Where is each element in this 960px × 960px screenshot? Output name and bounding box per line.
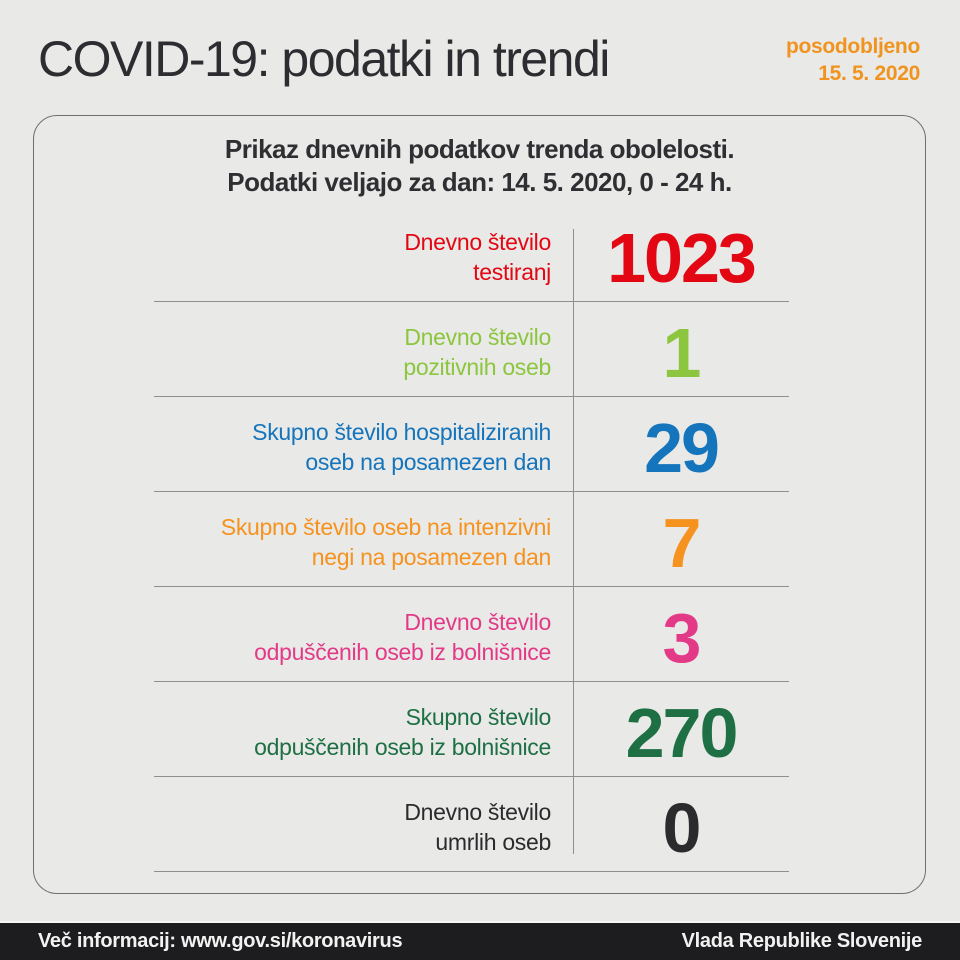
page-title: COVID-19: podatki in trendi [38, 31, 610, 87]
row-label: Skupno število hospitaliziranih oseb na … [154, 397, 573, 491]
row-label-line1: Skupno število [405, 704, 552, 730]
row-value: 1 [662, 314, 702, 392]
table-row: Skupno število hospitaliziranih oseb na … [154, 397, 789, 492]
row-label-line2: umrlih oseb [435, 829, 551, 855]
row-label-line1: Skupno število hospitaliziranih [252, 419, 551, 445]
row-label-line1: Dnevno število [404, 799, 551, 825]
stats-table: Dnevno število testiranj 1023 Dnevno šte… [154, 207, 789, 872]
footer-attribution: Vlada Republike Slovenije [681, 930, 923, 952]
footer-info-link: Več informacij: www.gov.si/koronavirus [38, 930, 403, 952]
row-label: Skupno število odpuščenih oseb iz bolniš… [154, 682, 573, 776]
card-header-line2: Podatki veljajo za dan: 14. 5. 2020, 0 -… [227, 167, 732, 197]
row-label-line1: Dnevno število [404, 324, 551, 350]
row-value: 7 [662, 504, 702, 582]
row-value: 3 [662, 599, 702, 677]
row-label-line2: negi na posamezen dan [311, 544, 552, 570]
updated-date: 15. 5. 2020 [818, 62, 920, 85]
footer-bar: Več informacij: www.gov.si/koronavirus V… [0, 921, 960, 960]
vertical-divider [573, 229, 574, 854]
table-row: Dnevno število testiranj 1023 [154, 207, 789, 302]
table-row: Dnevno število odpuščenih oseb iz bolniš… [154, 587, 789, 682]
row-label: Dnevno število umrlih oseb [154, 777, 573, 871]
updated-stamp: posodobljeno 15. 5. 2020 [786, 33, 920, 87]
table-row: Dnevno število pozitivnih oseb 1 [154, 302, 789, 397]
row-label-line2: odpuščenih oseb iz bolnišnice [254, 639, 551, 665]
row-label: Dnevno število testiranj [154, 207, 573, 301]
row-value: 1023 [607, 219, 757, 297]
row-label-line2: pozitivnih oseb [403, 354, 551, 380]
card-header-line1: Prikaz dnevnih podatkov trenda obolelost… [224, 134, 735, 164]
updated-label: posodobljeno [785, 35, 920, 58]
card-header: Prikaz dnevnih podatkov trenda obolelost… [34, 133, 925, 199]
table-row: Skupno število odpuščenih oseb iz bolniš… [154, 682, 789, 777]
row-value: 270 [625, 694, 739, 772]
row-label-line1: Skupno število oseb na intenzivni [220, 514, 552, 540]
data-card: Prikaz dnevnih podatkov trenda obolelost… [33, 115, 926, 894]
row-value: 0 [662, 789, 702, 867]
table-row: Skupno število oseb na intenzivni negi n… [154, 492, 789, 587]
row-label: Dnevno število pozitivnih oseb [154, 302, 573, 396]
row-value: 29 [644, 409, 720, 487]
row-label-line1: Dnevno število [404, 609, 551, 635]
row-label-line2: odpuščenih oseb iz bolnišnice [254, 734, 551, 760]
row-label-line2: oseb na posamezen dan [305, 449, 551, 475]
row-label: Skupno število oseb na intenzivni negi n… [154, 492, 573, 586]
row-label: Dnevno število odpuščenih oseb iz bolniš… [154, 587, 573, 681]
row-label-line2: testiranj [473, 259, 551, 285]
row-label-line1: Dnevno število [404, 229, 551, 255]
table-row: Dnevno število umrlih oseb 0 [154, 777, 789, 872]
